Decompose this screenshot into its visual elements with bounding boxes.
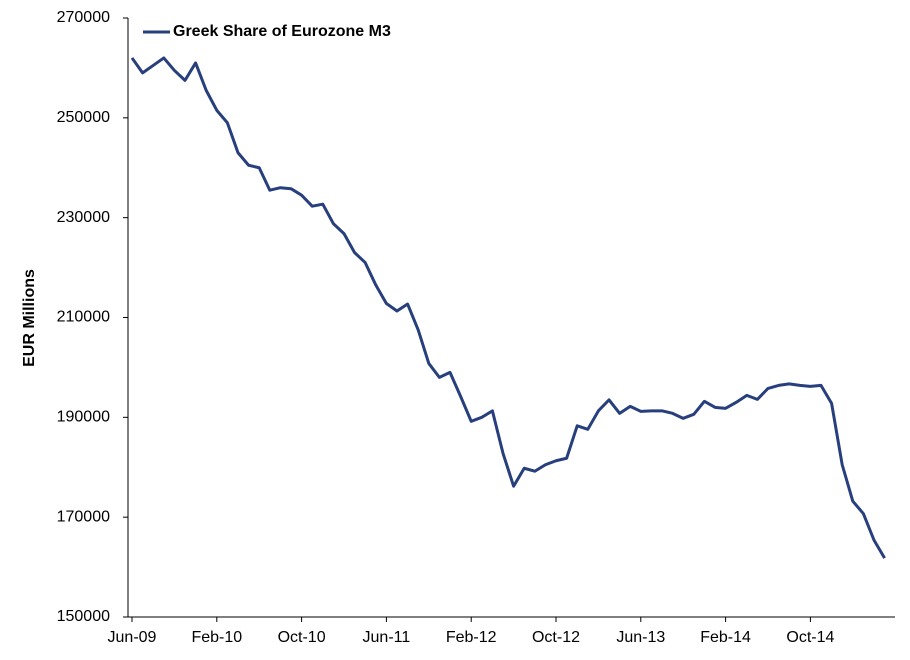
x-tick-label: Feb-12 — [446, 629, 497, 646]
y-tick-label: 270000 — [57, 9, 110, 26]
x-tick-label: Feb-10 — [191, 629, 242, 646]
x-tick-label: Oct-12 — [532, 629, 580, 646]
y-tick-label: 170000 — [57, 508, 110, 525]
x-tick-label: Jun-09 — [108, 629, 157, 646]
x-tick-label: Jun-13 — [616, 629, 665, 646]
y-tick-label: 190000 — [57, 409, 110, 426]
x-tick-label: Jun-11 — [363, 629, 411, 646]
x-tick-label: Oct-10 — [278, 629, 326, 646]
x-tick-label: Feb-14 — [700, 629, 751, 646]
y-tick-label: 250000 — [57, 109, 110, 126]
legend-label: Greek Share of Eurozone M3 — [173, 23, 391, 40]
y-tick-label: 210000 — [57, 309, 110, 326]
y-tick-label: 230000 — [57, 209, 110, 226]
y-tick-label: 150000 — [57, 608, 110, 625]
x-tick-label: Oct-14 — [786, 629, 834, 646]
series-line — [130, 56, 886, 559]
y-axis-label: EUR Millions — [21, 269, 38, 367]
